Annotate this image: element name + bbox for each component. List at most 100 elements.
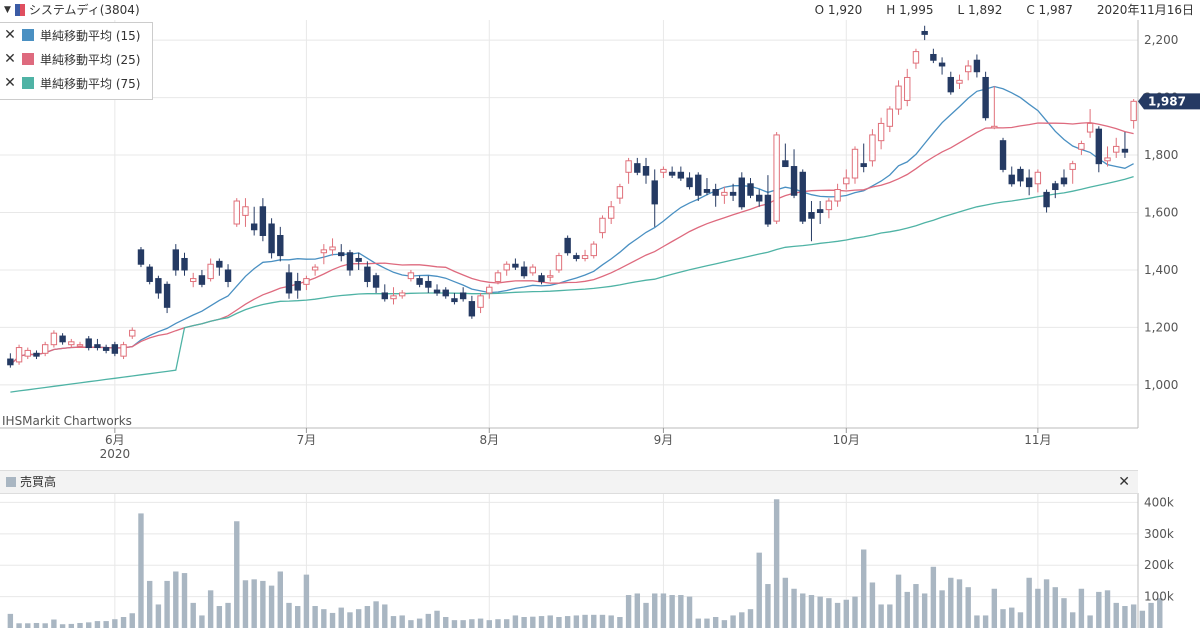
candle [355,252,362,270]
volume-bar [956,579,963,628]
candle [555,252,563,273]
candle-body [494,272,502,282]
volume-bar [155,604,162,628]
volume-tick-label: 200k [1144,558,1174,572]
candle [207,258,214,282]
volume-bar [756,552,762,628]
volume-bar [773,499,780,628]
candle-body [616,186,624,199]
close-icon[interactable]: ✕ [4,51,16,67]
candle-body [921,30,928,35]
volume-bar [16,623,22,628]
candle-body [268,223,275,254]
candle [303,275,310,291]
candle [581,249,589,262]
volume-bar [608,615,614,628]
triangle-down-icon[interactable]: ▼ [4,5,11,15]
close-icon[interactable]: ✕ [4,75,16,91]
volume-bar [1000,609,1006,628]
candle [59,333,66,345]
open-value: O 1,920 [814,3,863,17]
volume-bar [982,615,989,628]
candle-body [904,76,911,101]
volume-bar [1078,588,1085,628]
close-icon[interactable]: ✕ [4,27,16,43]
candle [695,172,702,202]
volume-bar [791,588,797,628]
volume-bar [451,620,458,628]
candle-body [285,272,293,294]
candle [1113,137,1120,158]
candle-body [1130,100,1137,122]
candle [338,244,345,262]
watermark: IHSMarkit Chartworks [2,414,132,428]
candle-body [590,243,597,257]
candle-body [129,329,136,337]
volume-bar [895,574,902,628]
candle-body [76,344,84,347]
volume-bar [965,587,971,628]
volume-bar [564,616,571,628]
close-icon[interactable]: ✕ [1118,474,1130,490]
candle [399,290,406,299]
candle-body [564,237,571,254]
candle-body [782,160,789,168]
chart-header: ▼ システムディ(3804) O 1,920 H 1,995 L 1,892 C… [0,0,1200,20]
volume-bar [1157,598,1163,628]
candle [607,201,615,224]
volume-bar [242,580,249,628]
chart-grid [0,20,1138,628]
flag-icon [14,4,25,16]
candle [198,269,206,288]
chart-axes: 1,0001,2001,4001,6001,8002,0002,200100k2… [0,20,1200,628]
candle-body [512,263,519,268]
candle-body [555,255,563,271]
price-tick-label: 1,600 [1144,206,1178,220]
volume-bar [460,620,466,628]
volume-bar [930,566,937,628]
volume-bar [782,577,789,628]
candle-body [1078,143,1085,150]
volume-bar [643,602,649,628]
volume-bar [678,595,684,628]
candle [381,284,388,302]
volume-bar [913,584,919,628]
volume-bar [181,573,188,628]
volume-bar [765,584,771,628]
candle-body [747,183,754,196]
candle-body [790,166,798,196]
candle [991,86,998,130]
candle [721,186,728,204]
candle [912,48,920,69]
volume-bar [599,614,606,628]
volume-bar [251,579,257,628]
candle [320,244,328,265]
candle [503,261,510,276]
time-tick-label: 11月 [1024,433,1051,447]
candle [642,157,650,184]
candle [50,330,58,348]
candle [259,198,267,242]
candle-body [433,289,441,294]
candle-body [895,85,902,110]
volume-bar [382,604,388,628]
volume-bar [146,580,153,628]
candle-body [938,62,946,67]
candle-body [677,171,685,179]
candle-body [24,349,31,357]
volume-bar [199,615,205,628]
candle [451,292,458,305]
volume-bar [173,571,179,628]
legend-item-ma75: ✕ 単純移動平均 (75) [0,71,152,95]
candle-body [607,206,615,219]
candle [668,166,676,179]
candle-body [355,257,362,262]
candle [146,264,153,285]
legend-label-ma75: 単純移動平均 (75) [40,76,141,91]
candle-body [111,344,119,354]
volume-bar [469,619,475,628]
candle [599,215,606,239]
volume-bar [695,618,701,628]
time-tick-label: 9月 [654,433,674,447]
